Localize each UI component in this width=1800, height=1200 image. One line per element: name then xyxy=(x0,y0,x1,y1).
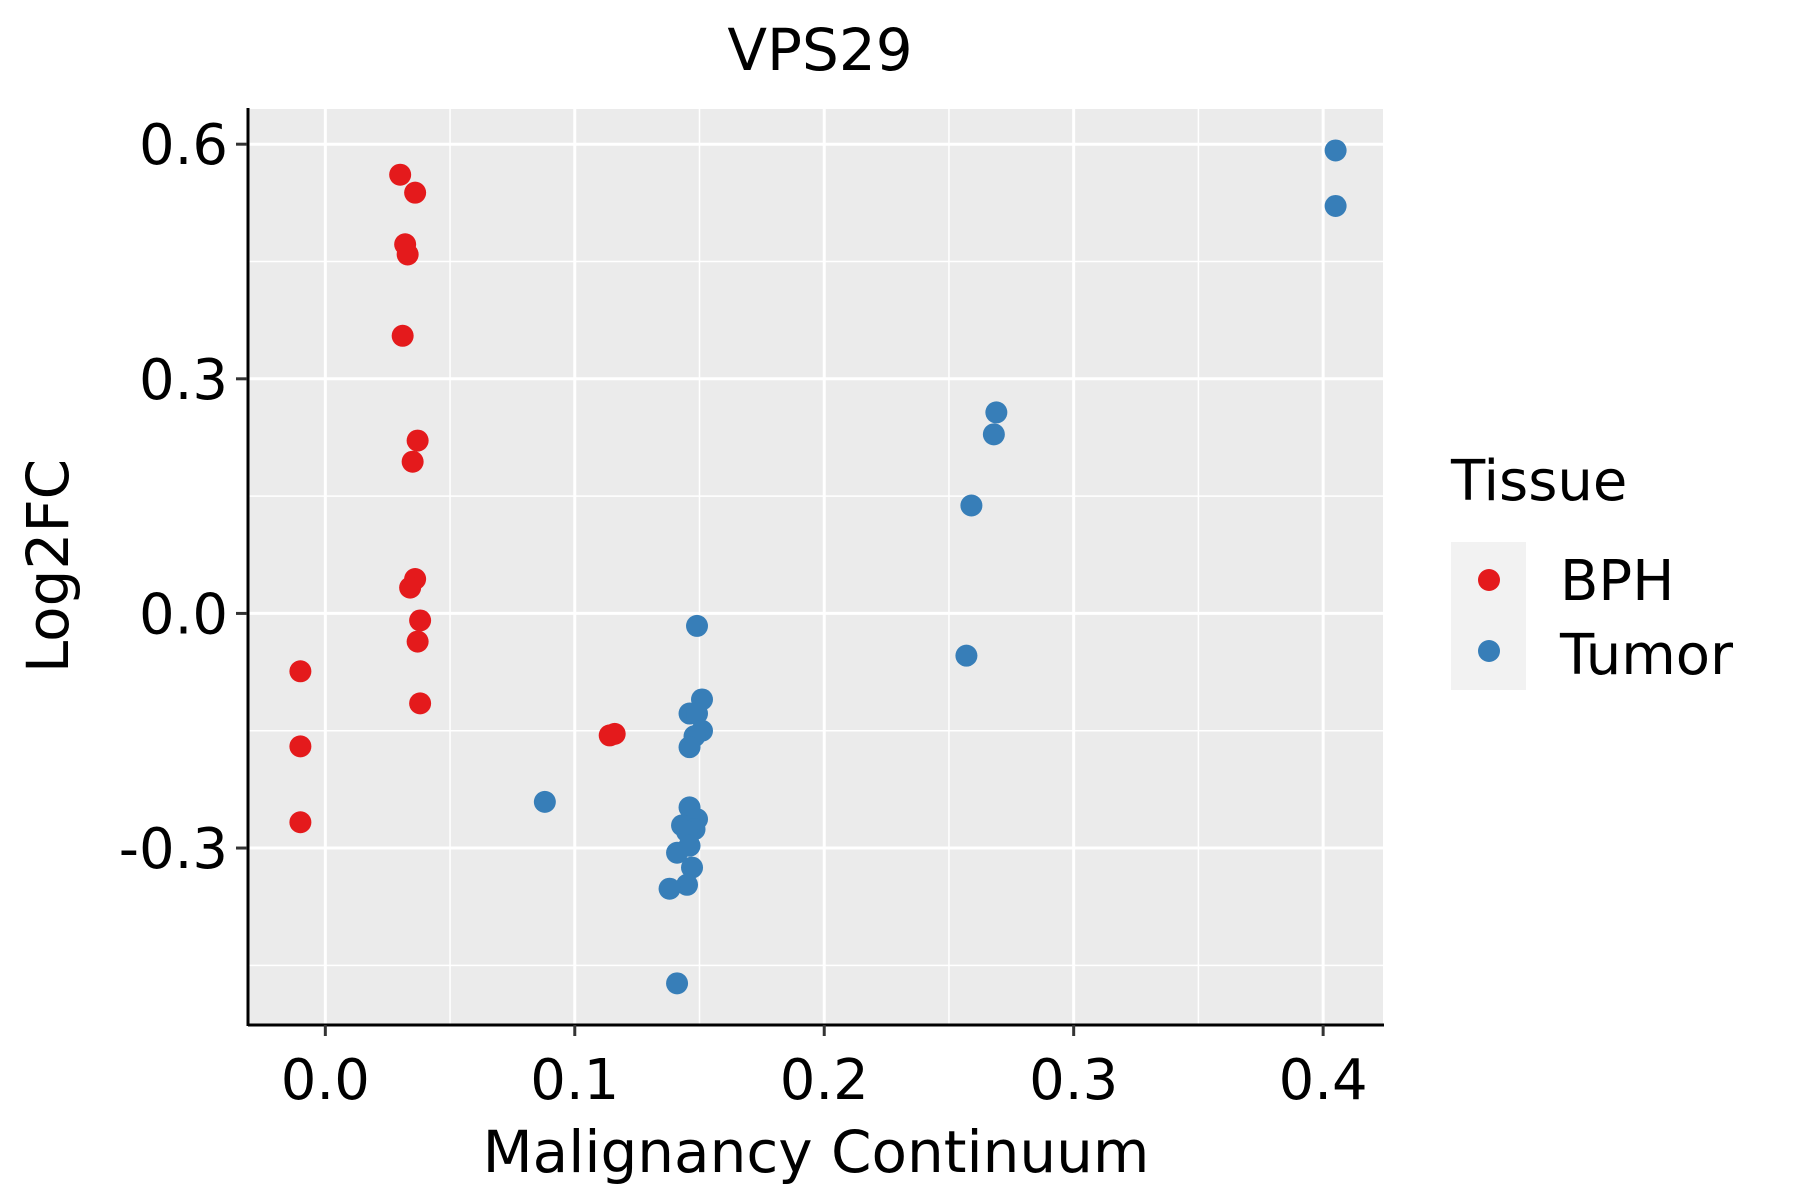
point-tumor xyxy=(686,702,709,725)
point-tumor xyxy=(686,614,709,637)
point-tumor xyxy=(678,736,701,759)
point-tumor xyxy=(658,877,681,900)
point-tumor xyxy=(676,873,699,896)
point-tumor xyxy=(1324,194,1347,217)
legend-label-bph: BPH xyxy=(1560,549,1674,614)
legend-title: Tissue xyxy=(1450,449,1627,514)
legend: Tissue BPH Tumor xyxy=(1450,449,1734,690)
point-bph xyxy=(404,181,427,204)
point-tumor xyxy=(533,790,556,813)
point-bph xyxy=(396,243,419,266)
x-axis-title: Malignancy Continuum xyxy=(483,1118,1150,1186)
point-tumor xyxy=(1324,139,1347,162)
point-tumor xyxy=(982,423,1005,446)
point-bph xyxy=(389,163,412,186)
point-tumor xyxy=(681,856,704,879)
point-tumor xyxy=(955,644,978,667)
x-tick-label: 0.1 xyxy=(530,1048,619,1113)
plot-panel xyxy=(248,109,1383,1024)
point-tumor xyxy=(666,841,689,864)
x-tick-label: 0.3 xyxy=(1029,1048,1118,1113)
x-axis-ticks: 0.0 0.1 0.2 0.3 0.4 xyxy=(281,1025,1368,1113)
data-points xyxy=(289,139,1347,995)
point-bph xyxy=(289,735,312,758)
point-bph xyxy=(603,722,626,745)
y-tick-label: 0.6 xyxy=(139,113,228,178)
y-tick-label: -0.3 xyxy=(119,817,228,882)
y-axis-ticks: -0.3 0.0 0.3 0.6 xyxy=(119,113,247,882)
x-tick-label: 0.4 xyxy=(1279,1048,1368,1113)
legend-key-background xyxy=(1451,542,1526,690)
point-bph xyxy=(406,429,429,452)
point-bph xyxy=(399,576,422,599)
y-axis-title: Log2FC xyxy=(14,459,82,673)
legend-key-tumor xyxy=(1478,640,1500,662)
legend-key-bph xyxy=(1478,569,1500,591)
point-bph xyxy=(289,660,312,683)
point-tumor xyxy=(960,494,983,517)
x-tick-label: 0.2 xyxy=(780,1048,869,1113)
y-tick-label: 0.3 xyxy=(139,348,228,413)
x-tick-label: 0.0 xyxy=(281,1048,370,1113)
point-tumor xyxy=(666,972,689,995)
y-tick-label: 0.0 xyxy=(139,582,228,647)
chart-title: VPS29 xyxy=(727,16,912,84)
point-bph xyxy=(409,692,432,715)
point-bph xyxy=(406,630,429,653)
point-bph xyxy=(409,609,432,632)
legend-label-tumor: Tumor xyxy=(1559,623,1734,688)
point-bph xyxy=(401,450,424,473)
point-bph xyxy=(391,324,414,347)
grid-minor xyxy=(248,109,1383,1024)
point-tumor xyxy=(985,401,1008,424)
point-bph xyxy=(289,811,312,834)
grid-major xyxy=(248,109,1383,1024)
